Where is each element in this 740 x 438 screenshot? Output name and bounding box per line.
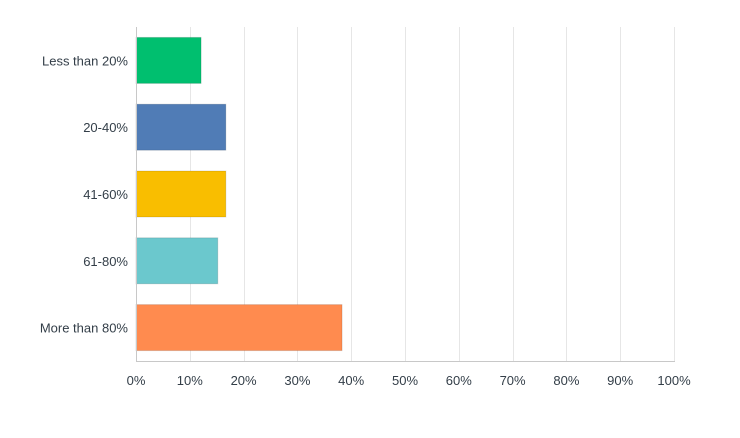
x-tick-label: 100% <box>657 373 691 388</box>
bar[interactable] <box>135 103 227 151</box>
axes <box>136 27 675 362</box>
category-label: 41-60% <box>83 187 128 202</box>
grid-lines <box>190 27 675 361</box>
category-label: Less than 20% <box>42 53 128 68</box>
x-tick-label: 60% <box>446 373 472 388</box>
x-tick-label: 40% <box>338 373 364 388</box>
x-tick-label: 20% <box>231 373 257 388</box>
category-label: More than 80% <box>40 321 129 336</box>
category-label: 20-40% <box>83 120 128 135</box>
x-tick-label: 70% <box>500 373 526 388</box>
x-tick-label: 0% <box>127 373 146 388</box>
bar[interactable] <box>135 304 343 352</box>
x-tick-label: 80% <box>553 373 579 388</box>
bar[interactable] <box>135 237 219 285</box>
bar[interactable] <box>135 36 202 84</box>
x-tick-label: 90% <box>607 373 633 388</box>
x-tick-label: 50% <box>392 373 418 388</box>
x-tick-label: 30% <box>284 373 310 388</box>
x-tick-labels: 0% 10% 20% 30% 40% 50% 60% 70% 80% 90% 100% <box>127 373 691 388</box>
bar[interactable] <box>135 170 227 218</box>
bars <box>135 36 343 352</box>
x-tick-label: 10% <box>177 373 203 388</box>
category-label: 61-80% <box>83 254 128 269</box>
category-labels: Less than 20% 20-40% 41-60% 61-80% More than… <box>40 53 129 335</box>
